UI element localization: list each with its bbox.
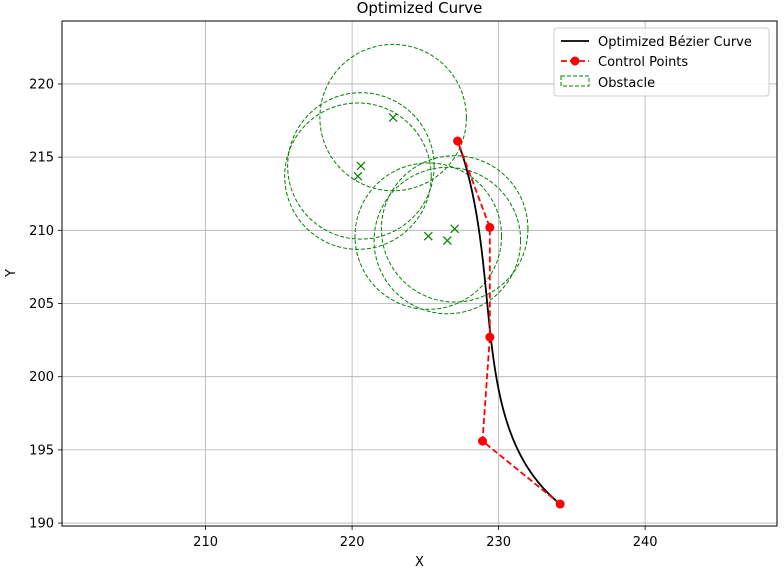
plot-area (62, 21, 777, 526)
obstacle-circle (287, 92, 435, 240)
obstacle-center-marker (442, 236, 452, 245)
obstacle-circle (354, 162, 503, 310)
y-tick-label: 195 (29, 443, 54, 458)
legend-box (553, 27, 770, 97)
y-tick-label: 205 (29, 297, 54, 312)
legend-label-curve: Optimized Bézier Curve (598, 35, 752, 50)
x-tick-label: 240 (633, 535, 658, 550)
y-tick-label: 190 (29, 517, 54, 532)
control-point-marker (453, 136, 463, 146)
obstacle-center-marker (388, 113, 398, 123)
y-tick-label: 220 (29, 77, 54, 92)
series (453, 136, 565, 509)
y-axis-label: Y (4, 269, 19, 278)
obstacle-center-marker (353, 171, 363, 181)
y-tick-label: 210 (29, 224, 54, 239)
obstacle-center-marker (450, 224, 460, 234)
control-point-marker (485, 332, 495, 342)
control-point-marker (555, 499, 565, 509)
x-tick-label: 220 (340, 535, 365, 550)
control-point-marker (485, 222, 495, 232)
control-point-marker (478, 436, 488, 446)
x-axis-label: X (415, 555, 424, 570)
y-ticks: 190 195 200 205 210 215 220 (29, 77, 62, 532)
obstacle-center-marker (423, 231, 433, 241)
y-tick-label: 200 (29, 370, 54, 385)
obstacles (284, 43, 529, 315)
legend-marker-control-points (570, 56, 580, 66)
obstacle-center-marker (356, 161, 366, 171)
y-tick-label: 215 (29, 151, 54, 166)
x-ticks: 210 220 230 240 (193, 526, 658, 550)
x-tick-label: 230 (486, 535, 511, 550)
obstacle-circle (284, 102, 432, 250)
legend-swatch-obstacle (560, 75, 590, 87)
legend-label-obstacle: Obstacle (598, 76, 655, 91)
legend-label-control-points: Control Points (598, 55, 688, 70)
x-tick-label: 210 (193, 535, 218, 550)
chart-title: Optimized Curve (357, 0, 483, 17)
legend: Optimized Bézier Curve Control Points Ob… (553, 27, 770, 97)
plot-frame (61, 20, 778, 527)
obstacle-circle (380, 155, 529, 303)
control-polygon (456, 140, 561, 505)
obstacle-circle (373, 166, 522, 315)
